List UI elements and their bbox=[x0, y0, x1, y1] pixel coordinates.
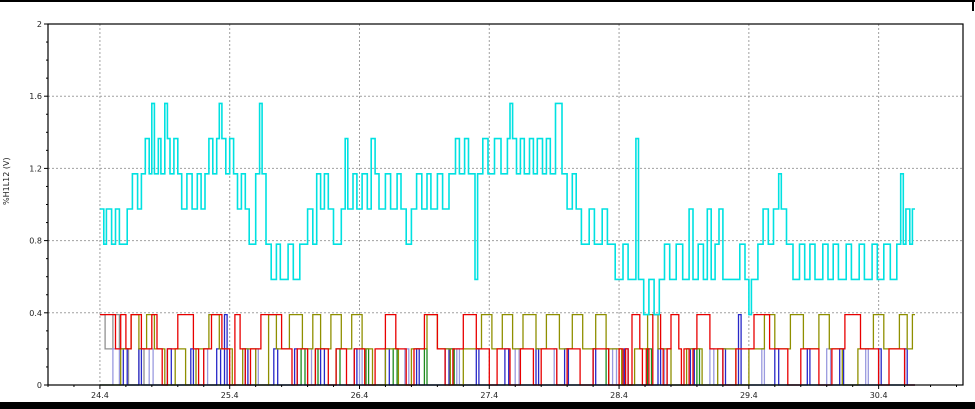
x-tick-label: 28.4 bbox=[610, 391, 628, 400]
y-tick-label: 1.2 bbox=[29, 164, 42, 173]
x-tick-label: 25.4 bbox=[221, 391, 239, 400]
x-tick-label: 30.4 bbox=[870, 391, 888, 400]
window-border-corner bbox=[972, 0, 974, 11]
y-tick-label: 0.8 bbox=[29, 237, 42, 246]
series-red-trace bbox=[99, 313, 915, 386]
y-tick-label: 0.4 bbox=[29, 309, 42, 318]
plot-border bbox=[47, 23, 964, 386]
x-tick-label: 26.4 bbox=[351, 391, 369, 400]
x-tick-label: 24.4 bbox=[91, 391, 109, 400]
series-cyan-trace bbox=[99, 102, 915, 316]
series-periwinkle-trace bbox=[99, 348, 915, 386]
y-tick-label: 0 bbox=[37, 381, 42, 390]
y-axis-title: %H1L12 (V) bbox=[2, 157, 11, 205]
x-tick-label: 27.4 bbox=[480, 391, 498, 400]
window-top-border bbox=[0, 0, 975, 2]
x-tick-label: 29.4 bbox=[740, 391, 758, 400]
window-bottom-bar bbox=[0, 402, 975, 409]
y-tick-label: 2 bbox=[37, 20, 42, 29]
y-tick-label: 1.6 bbox=[29, 92, 42, 101]
series-green-trace bbox=[99, 348, 915, 386]
